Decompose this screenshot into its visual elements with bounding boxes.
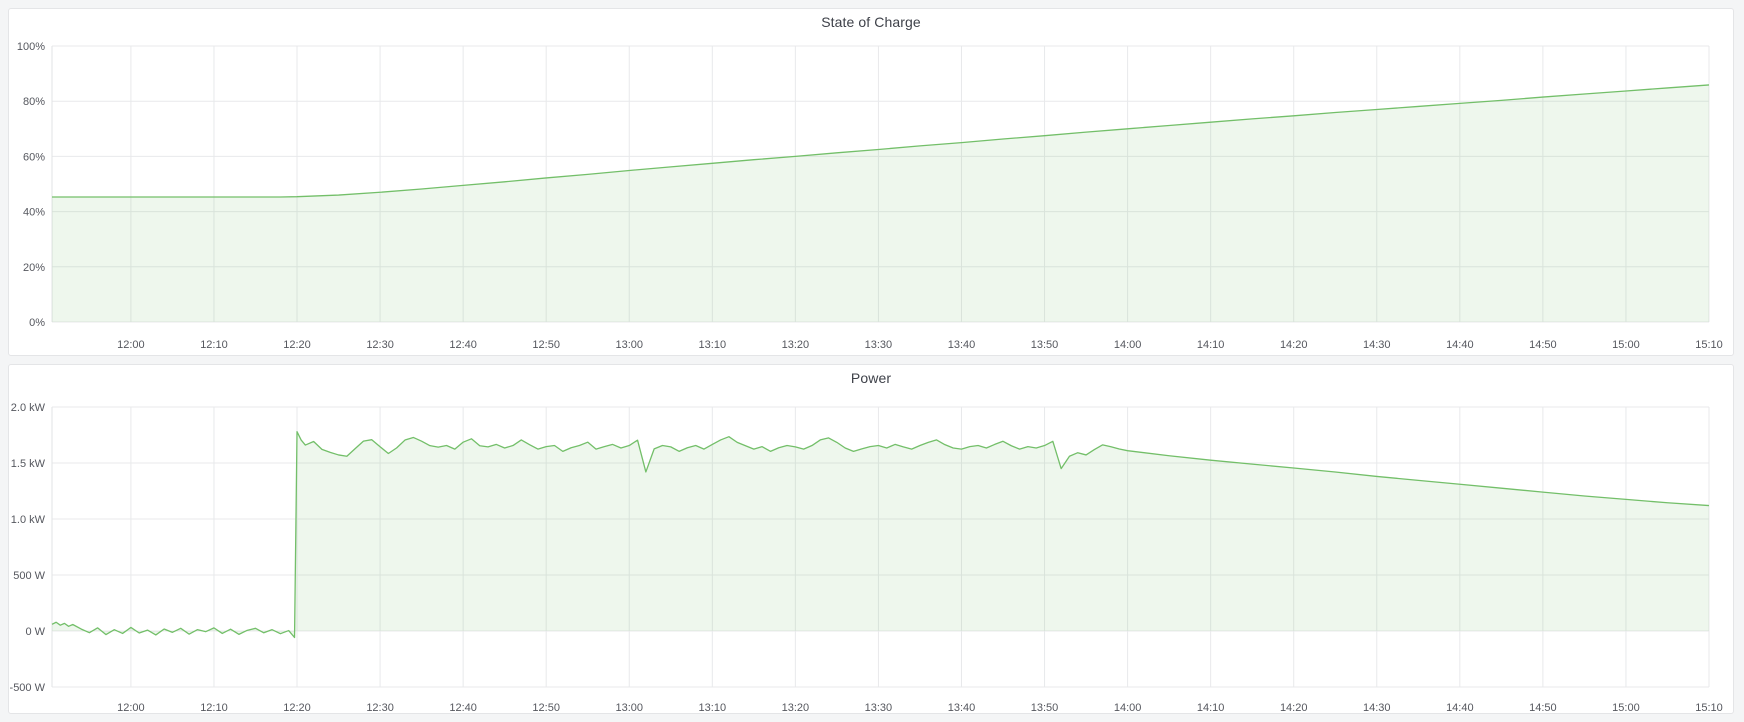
x-axis-tick-label: 12:20: [283, 702, 311, 713]
x-axis-tick-label: 12:10: [200, 339, 228, 351]
x-axis-tick-label: 15:10: [1695, 339, 1723, 351]
x-axis-tick-label: 14:00: [1114, 702, 1142, 713]
x-axis-tick-label: 14:30: [1363, 339, 1391, 351]
x-axis-tick-label: 13:10: [699, 339, 727, 351]
x-axis-tick-label: 13:30: [865, 702, 893, 713]
x-axis-tick-label: 13:40: [948, 702, 976, 713]
y-axis-tick-label: 20%: [23, 262, 45, 274]
x-axis-tick-label: 13:50: [1031, 702, 1059, 713]
x-axis-tick-label: 14:00: [1114, 339, 1142, 351]
x-axis-tick-label: 14:40: [1446, 702, 1474, 713]
x-axis-tick-label: 12:20: [283, 339, 311, 351]
power-panel-title: Power: [850, 370, 892, 386]
x-axis-tick-label: 12:00: [117, 339, 145, 351]
x-axis-tick-label: 13:10: [699, 702, 727, 713]
x-axis-tick-label: 12:40: [449, 339, 477, 351]
x-axis-tick-label: 13:20: [782, 702, 810, 713]
y-axis-tick-label: 0 W: [25, 626, 45, 638]
x-axis-tick-label: 15:00: [1612, 702, 1640, 713]
power-panel: Power -500 W 0 W 500 W 1.0 kW 1.5 kW 2.0 kW 12…: [8, 364, 1734, 714]
y-axis-tick-label: 80%: [23, 96, 45, 108]
state-of-charge-chart-canvas: 0% 20% 40% 60% 80% 100% 12:00 12:10 12:20 12:30 12…: [17, 41, 1723, 351]
series-area-fill: [52, 431, 1709, 638]
x-axis-tick-label: 13:20: [782, 339, 810, 351]
power-chart-canvas: -500 W 0 W 500 W 1.0 kW 1.5 kW 2.0 kW 12:00 12:…: [10, 402, 1723, 713]
x-axis-tick-label: 12:50: [532, 339, 560, 351]
series-line: [52, 84, 1710, 198]
x-axis-tick-label: 14:40: [1446, 339, 1474, 351]
x-axis-tick-label: 12:10: [200, 702, 228, 713]
state-of-charge-panel: State of Charge 0% 20% 40% 60% 80% 100% 12:00 1…: [8, 8, 1734, 356]
x-axis-tick-label: 12:30: [366, 702, 394, 713]
y-axis-tick-label: 40%: [23, 207, 45, 219]
series-area-fill: [52, 84, 1709, 322]
x-axis-tick-label: 12:40: [449, 702, 477, 713]
x-axis-tick-label: 12:50: [532, 702, 560, 713]
x-axis-tick-label: 15:10: [1695, 702, 1723, 713]
x-axis-tick-label: 12:30: [366, 339, 394, 351]
x-axis-tick-label: 13:50: [1031, 339, 1059, 351]
series-line: [51, 430, 1710, 639]
x-axis-tick-label: 13:00: [615, 339, 643, 351]
y-axis-tick-label: 60%: [23, 151, 45, 163]
x-axis-tick-label: 14:10: [1197, 702, 1225, 713]
x-axis-tick-label: 14:50: [1529, 702, 1557, 713]
y-axis-tick-label: -500 W: [10, 682, 46, 694]
x-axis-tick-label: 14:10: [1197, 339, 1225, 351]
y-axis-tick-label: 2.0 kW: [11, 402, 46, 414]
state-of-charge-panel-title: State of Charge: [821, 14, 921, 30]
x-axis-tick-label: 15:00: [1612, 339, 1640, 351]
x-axis-tick-label: 12:00: [117, 702, 145, 713]
x-axis-tick-label: 14:20: [1280, 339, 1308, 351]
x-axis-tick-label: 13:00: [615, 702, 643, 713]
y-axis-tick-label: 500 W: [13, 570, 45, 582]
y-axis-tick-label: 0%: [29, 317, 45, 329]
power-chart: -500 W 0 W 500 W 1.0 kW 1.5 kW 2.0 kW 12:00 12:…: [9, 391, 1733, 713]
x-axis-tick-label: 14:30: [1363, 702, 1391, 713]
y-axis-tick-label: 1.5 kW: [11, 458, 46, 470]
state-of-charge-chart: 0% 20% 40% 60% 80% 100% 12:00 12:10 12:20 12:30 12…: [9, 35, 1733, 355]
y-axis-tick-label: 100%: [17, 41, 45, 53]
x-axis-tick-label: 14:20: [1280, 702, 1308, 713]
y-axis-tick-label: 1.0 kW: [11, 514, 46, 526]
x-axis-tick-label: 13:40: [948, 339, 976, 351]
x-axis-tick-label: 14:50: [1529, 339, 1557, 351]
x-axis-tick-label: 13:30: [865, 339, 893, 351]
